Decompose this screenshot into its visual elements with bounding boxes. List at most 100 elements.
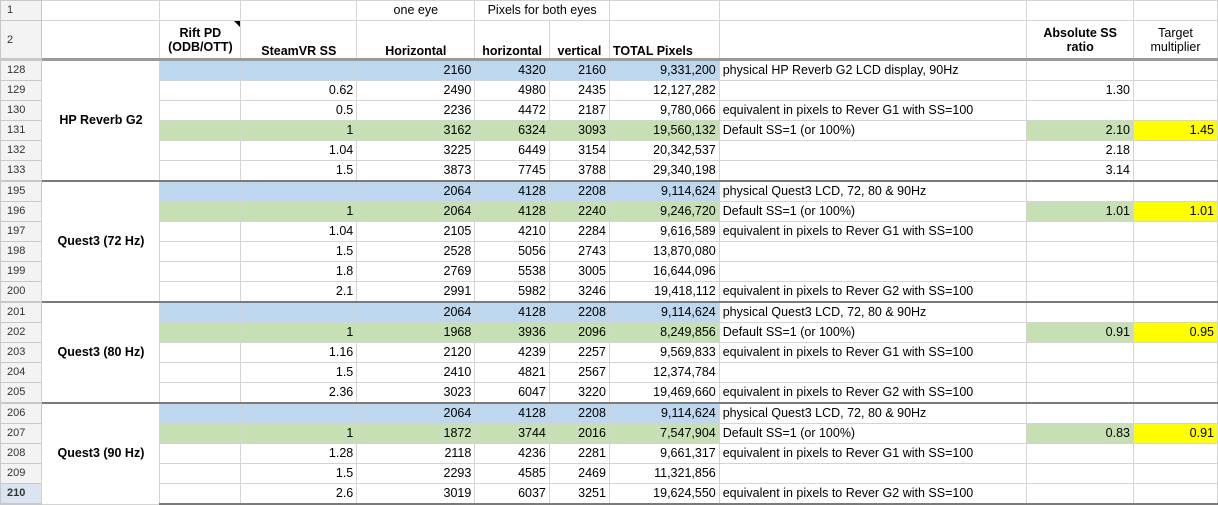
absolute-ss-cell[interactable]: 1.01 <box>1026 201 1135 222</box>
rift-pd-cell[interactable] <box>159 201 242 222</box>
target-multiplier-cell[interactable] <box>1133 100 1218 121</box>
note-cell[interactable]: Default SS=1 (or 100%) <box>718 120 1028 141</box>
both-vertical-cell[interactable]: 2187 <box>548 100 610 121</box>
rift-pd-cell[interactable] <box>159 80 242 101</box>
row-number[interactable]: 132 <box>0 140 43 161</box>
absolute-ss-cell[interactable] <box>1026 463 1135 484</box>
row-number[interactable]: 206 <box>0 402 43 424</box>
both-horizontal-cell[interactable]: 6037 <box>474 483 550 505</box>
row-number[interactable]: 1 <box>0 0 43 21</box>
both-vertical-cell[interactable]: 3093 <box>548 120 610 141</box>
total-pixels-cell[interactable]: 9,114,624 <box>608 180 720 202</box>
both-vertical-cell[interactable]: 3246 <box>548 281 610 303</box>
row-number[interactable]: 202 <box>0 322 43 343</box>
both-horizontal-cell[interactable]: 4585 <box>474 463 550 484</box>
note-cell[interactable]: Default SS=1 (or 100%) <box>718 201 1028 222</box>
total-pixels-cell[interactable]: 7,547,904 <box>608 423 720 444</box>
target-multiplier-cell[interactable] <box>1133 382 1218 404</box>
steamvr-ss-cell[interactable]: 1 <box>240 120 358 141</box>
absolute-ss-cell[interactable] <box>1026 221 1135 242</box>
both-vertical-cell[interactable]: 3788 <box>548 160 610 182</box>
target-multiplier-cell[interactable] <box>1133 80 1218 101</box>
rift-pd-cell[interactable] <box>159 120 242 141</box>
absolute-ss-cell[interactable]: 2.18 <box>1026 140 1135 161</box>
horizontal-cell[interactable]: 2064 <box>356 402 476 424</box>
steamvr-ss-cell[interactable]: 1 <box>240 201 358 222</box>
header-both-vertical[interactable]: vertical <box>548 20 610 60</box>
row-number[interactable]: 207 <box>0 423 43 444</box>
row-number[interactable]: 130 <box>0 100 43 121</box>
header-one-eye[interactable]: one eye <box>356 0 476 21</box>
note-cell[interactable]: Default SS=1 (or 100%) <box>718 322 1028 343</box>
rift-pd-cell[interactable] <box>159 180 242 202</box>
both-vertical-cell[interactable]: 3251 <box>548 483 610 505</box>
both-horizontal-cell[interactable]: 4128 <box>474 201 550 222</box>
absolute-ss-cell[interactable] <box>1026 100 1135 121</box>
absolute-ss-cell[interactable] <box>1026 281 1135 303</box>
total-pixels-cell[interactable]: 19,469,660 <box>608 382 720 404</box>
target-multiplier-cell[interactable] <box>1133 342 1218 363</box>
rift-pd-cell[interactable] <box>159 301 242 323</box>
target-multiplier-cell[interactable] <box>1133 362 1218 383</box>
absolute-ss-cell[interactable] <box>1026 261 1135 282</box>
horizontal-cell[interactable]: 2105 <box>356 221 476 242</box>
absolute-ss-cell[interactable]: 1.30 <box>1026 80 1135 101</box>
both-horizontal-cell[interactable]: 4320 <box>474 58 550 81</box>
absolute-ss-cell[interactable] <box>1026 362 1135 383</box>
rift-pd-cell[interactable] <box>159 160 242 182</box>
horizontal-cell[interactable]: 1872 <box>356 423 476 444</box>
cell[interactable] <box>41 0 161 21</box>
both-vertical-cell[interactable]: 2096 <box>548 322 610 343</box>
both-horizontal-cell[interactable]: 4236 <box>474 443 550 464</box>
absolute-ss-cell[interactable] <box>1026 483 1135 505</box>
rift-pd-cell[interactable] <box>159 281 242 303</box>
total-pixels-cell[interactable]: 19,418,112 <box>608 281 720 303</box>
rift-pd-cell[interactable] <box>159 221 242 242</box>
steamvr-ss-cell[interactable]: 0.62 <box>240 80 358 101</box>
rift-pd-cell[interactable] <box>159 100 242 121</box>
both-horizontal-cell[interactable]: 4472 <box>474 100 550 121</box>
device-group-label[interactable]: Quest3 (80 Hz) <box>41 301 161 404</box>
rift-pd-cell[interactable] <box>159 322 242 343</box>
horizontal-cell[interactable]: 2064 <box>356 180 476 202</box>
cell[interactable] <box>1026 0 1135 21</box>
horizontal-cell[interactable]: 3162 <box>356 120 476 141</box>
both-vertical-cell[interactable]: 3220 <box>548 382 610 404</box>
steamvr-ss-cell[interactable]: 1 <box>240 423 358 444</box>
note-cell[interactable] <box>718 261 1028 282</box>
horizontal-cell[interactable]: 2410 <box>356 362 476 383</box>
total-pixels-cell[interactable]: 19,560,132 <box>608 120 720 141</box>
target-multiplier-cell[interactable] <box>1133 58 1218 81</box>
steamvr-ss-cell[interactable]: 1 <box>240 322 358 343</box>
total-pixels-cell[interactable]: 9,569,833 <box>608 342 720 363</box>
header-absolute-ss-ratio[interactable]: Absolute SS ratio <box>1026 20 1135 60</box>
both-horizontal-cell[interactable]: 3936 <box>474 322 550 343</box>
target-multiplier-cell[interactable] <box>1133 221 1218 242</box>
note-cell[interactable]: physical Quest3 LCD, 72, 80 & 90Hz <box>718 402 1028 424</box>
both-horizontal-cell[interactable]: 5982 <box>474 281 550 303</box>
note-cell[interactable]: equivalent in pixels to Rever G1 with SS… <box>718 100 1028 121</box>
steamvr-ss-cell[interactable]: 1.5 <box>240 362 358 383</box>
row-number[interactable]: 204 <box>0 362 43 383</box>
both-horizontal-cell[interactable]: 6047 <box>474 382 550 404</box>
absolute-ss-cell[interactable] <box>1026 58 1135 81</box>
both-vertical-cell[interactable]: 2469 <box>548 463 610 484</box>
horizontal-cell[interactable]: 2991 <box>356 281 476 303</box>
note-cell[interactable]: equivalent in pixels to Rever G1 with SS… <box>718 443 1028 464</box>
both-vertical-cell[interactable]: 2567 <box>548 362 610 383</box>
target-multiplier-cell[interactable] <box>1133 281 1218 303</box>
rift-pd-cell[interactable] <box>159 483 242 505</box>
note-cell[interactable]: physical Quest3 LCD, 72, 80 & 90Hz <box>718 180 1028 202</box>
total-pixels-cell[interactable]: 9,780,066 <box>608 100 720 121</box>
device-group-label[interactable]: Quest3 (72 Hz) <box>41 180 161 303</box>
total-pixels-cell[interactable]: 9,661,317 <box>608 443 720 464</box>
horizontal-cell[interactable]: 3023 <box>356 382 476 404</box>
rift-pd-cell[interactable] <box>159 261 242 282</box>
steamvr-ss-cell[interactable] <box>240 58 358 81</box>
horizontal-cell[interactable]: 1968 <box>356 322 476 343</box>
row-number[interactable]: 205 <box>0 382 43 404</box>
target-multiplier-cell[interactable]: 0.95 <box>1133 322 1218 343</box>
note-cell[interactable]: equivalent in pixels to Rever G2 with SS… <box>718 382 1028 404</box>
target-multiplier-cell[interactable] <box>1133 402 1218 424</box>
both-horizontal-cell[interactable]: 4128 <box>474 402 550 424</box>
